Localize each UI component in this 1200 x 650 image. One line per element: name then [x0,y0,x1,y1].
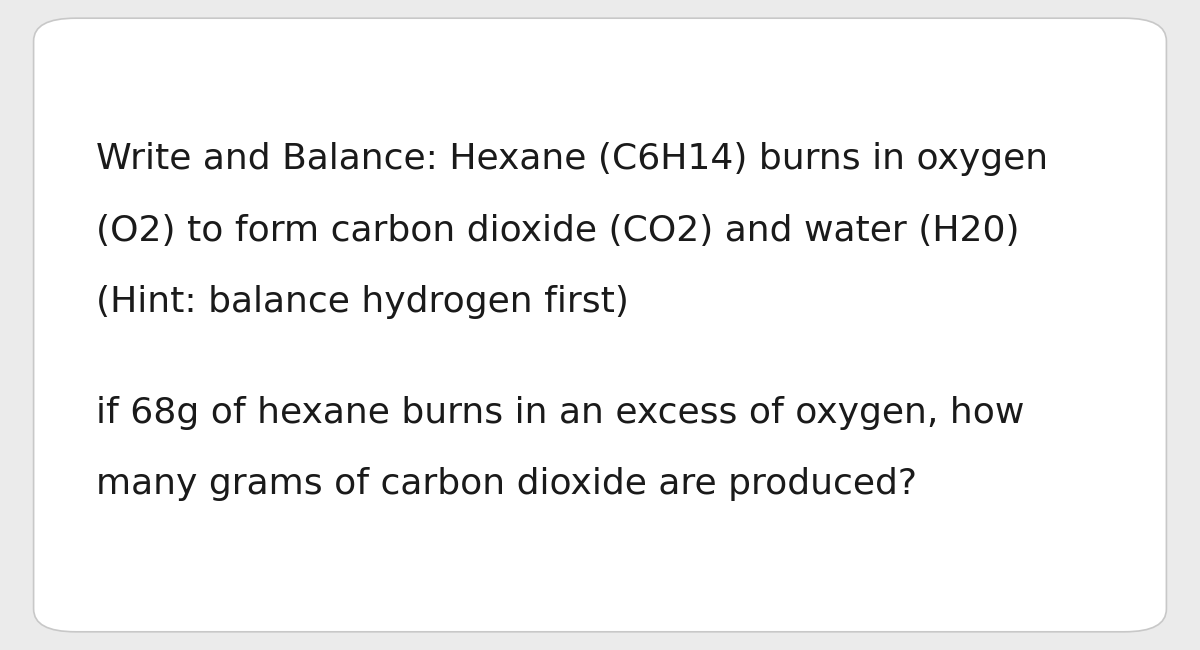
Text: (Hint: balance hydrogen first): (Hint: balance hydrogen first) [96,285,629,319]
Text: Write and Balance: Hexane (C6H14) burns in oxygen: Write and Balance: Hexane (C6H14) burns … [96,142,1048,176]
Text: if 68g of hexane burns in an excess of oxygen, how: if 68g of hexane burns in an excess of o… [96,396,1025,430]
Text: many grams of carbon dioxide are produced?: many grams of carbon dioxide are produce… [96,467,917,501]
FancyBboxPatch shape [34,18,1166,632]
Text: (O2) to form carbon dioxide (CO2) and water (H20): (O2) to form carbon dioxide (CO2) and wa… [96,214,1020,248]
